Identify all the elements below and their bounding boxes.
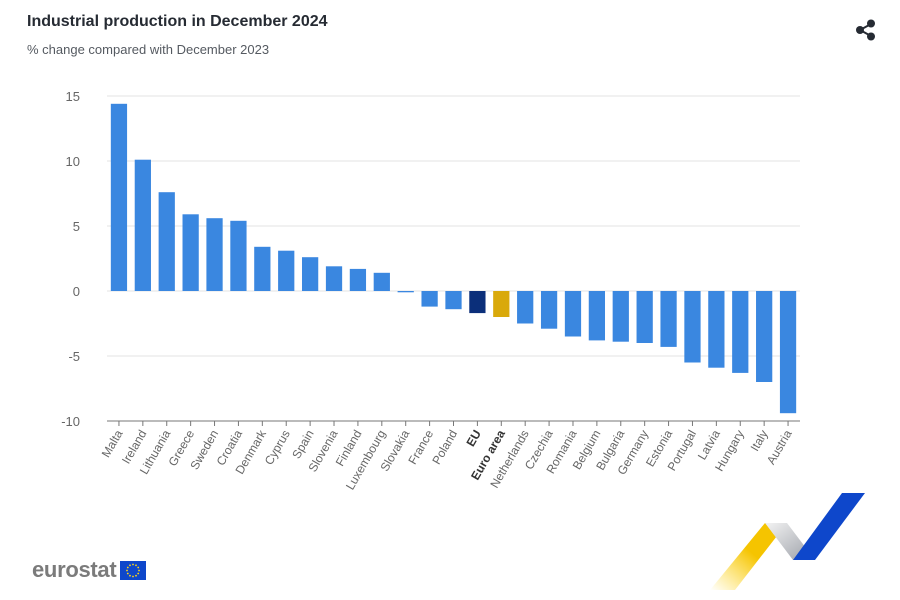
y-tick-label: 10: [66, 154, 80, 169]
bar-greece[interactable]: [182, 214, 199, 291]
flag-star: [137, 572, 140, 574]
chart-subtitle: % change compared with December 2023: [27, 42, 270, 57]
bar-poland[interactable]: [445, 291, 462, 310]
flag-star: [129, 563, 132, 566]
bar-portugal[interactable]: [684, 291, 701, 363]
bar-eu[interactable]: [469, 291, 486, 314]
bar-germany[interactable]: [636, 291, 653, 343]
bar-spain[interactable]: [301, 257, 319, 291]
flag-star: [126, 569, 129, 571]
y-axis: 15 10 5 0 -5 -10: [61, 89, 80, 429]
bar-euro-area[interactable]: [493, 291, 510, 317]
x-tick-label: Italy: [748, 428, 771, 454]
bar-denmark[interactable]: [254, 246, 271, 291]
bar-slovakia[interactable]: [397, 291, 414, 293]
bar-bulgaria[interactable]: [612, 291, 629, 342]
share-icon: [856, 19, 875, 41]
bar-france[interactable]: [421, 291, 438, 307]
chart-title: Industrial production in December 2024: [27, 13, 328, 30]
bar-lithuania[interactable]: [158, 192, 175, 291]
flag-star: [135, 574, 138, 577]
bar-ireland[interactable]: [134, 159, 151, 291]
bar-slovenia[interactable]: [325, 266, 343, 291]
bar-finland[interactable]: [349, 268, 367, 291]
flag-star: [132, 563, 135, 565]
flag-star: [127, 566, 130, 568]
bar-netherlands[interactable]: [517, 291, 534, 324]
bar-cyprus[interactable]: [278, 250, 295, 291]
eurostat-logo[interactable]: eurostat: [32, 557, 147, 583]
y-tick-label: 0: [73, 284, 80, 299]
y-tick-label: -10: [61, 414, 80, 429]
share-button[interactable]: [852, 16, 880, 44]
logo-text: eurostat: [32, 557, 117, 582]
bar-italy[interactable]: [756, 291, 773, 382]
flag-star: [129, 574, 132, 577]
flag-star: [132, 575, 135, 577]
x-tick-label: EU: [464, 428, 484, 449]
y-tick-label: 15: [66, 89, 80, 104]
flag-star: [135, 563, 138, 566]
bar-luxembourg[interactable]: [373, 272, 390, 291]
bar-estonia[interactable]: [660, 291, 677, 347]
bar-czechia[interactable]: [540, 291, 558, 329]
eu-flag-icon: [120, 560, 147, 580]
y-tick-label: -5: [68, 349, 80, 364]
bar-romania[interactable]: [564, 291, 582, 337]
bar-belgium[interactable]: [588, 291, 606, 341]
flag-star: [138, 569, 141, 571]
flag-star: [137, 566, 140, 568]
x-tick-label: Austria: [764, 427, 795, 467]
bar-austria[interactable]: [779, 291, 797, 414]
bar-latvia[interactable]: [708, 291, 725, 368]
x-axis: MaltaIrelandLithuaniaGreeceSwedenCroatia…: [99, 420, 800, 492]
bar-croatia[interactable]: [230, 220, 247, 291]
bar-hungary[interactable]: [732, 291, 749, 373]
y-tick-label: 5: [73, 219, 80, 234]
flag-star: [127, 572, 130, 574]
bar-malta[interactable]: [110, 103, 128, 291]
ribbon-graphic: [710, 493, 865, 590]
bar-chart: 15 10 5 0 -5 -10 MaltaIrelandLithuaniaGreeceS…: [61, 89, 800, 492]
bar-sweden[interactable]: [206, 218, 223, 291]
bars: [110, 103, 797, 414]
